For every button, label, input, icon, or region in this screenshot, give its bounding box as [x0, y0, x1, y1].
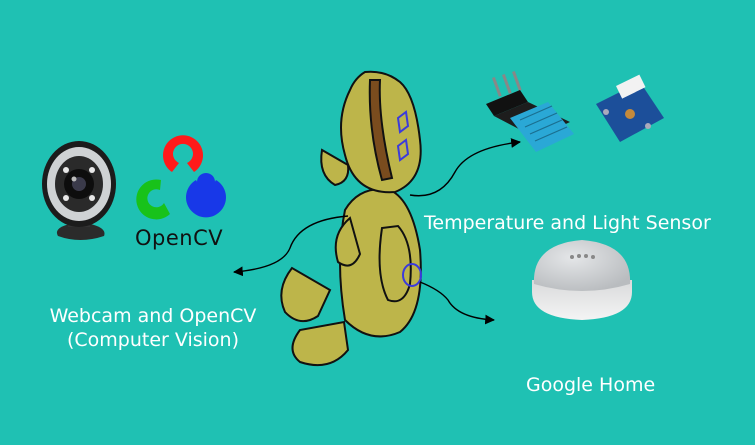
arrow-to-sensor [409, 138, 521, 197]
dht-sensor-icon [486, 70, 574, 152]
webcam-label: Webcam and OpenCV (Computer Vision) [8, 304, 298, 352]
teddy-bear-drawing [280, 70, 422, 366]
arrow-to-google-home [419, 281, 495, 325]
arrow-to-webcam [233, 215, 349, 277]
light-sensor-icon [596, 74, 664, 142]
webcam-label-subtitle: (Computer Vision) [66, 329, 240, 351]
opencv-logo [136, 135, 226, 220]
opencv-logo-text: OpenCV [135, 226, 224, 250]
sensor-label: Temperature and Light Sensor [424, 212, 711, 234]
webcam-label-title: Webcam and OpenCV [49, 305, 257, 327]
google-home-label: Google Home [526, 374, 656, 396]
google-home-icon [532, 240, 632, 320]
webcam-icon [42, 141, 116, 240]
connector-arrows [233, 138, 521, 325]
